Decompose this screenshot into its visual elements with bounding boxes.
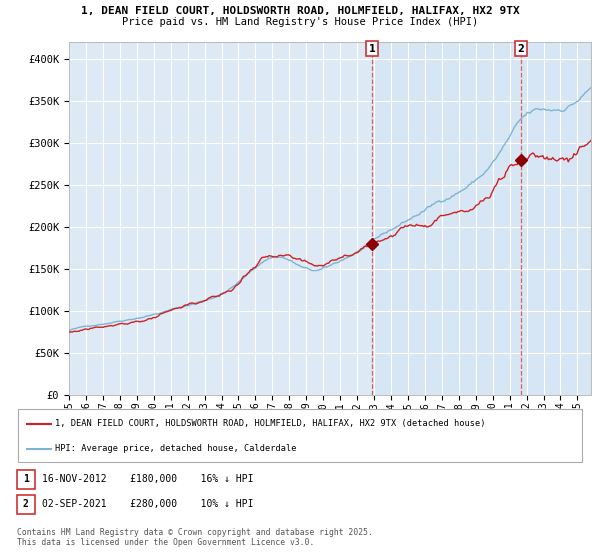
Text: 02-SEP-2021    £280,000    10% ↓ HPI: 02-SEP-2021 £280,000 10% ↓ HPI [42,499,254,509]
Text: Price paid vs. HM Land Registry's House Price Index (HPI): Price paid vs. HM Land Registry's House … [122,17,478,27]
Text: Contains HM Land Registry data © Crown copyright and database right 2025.
This d: Contains HM Land Registry data © Crown c… [17,528,373,548]
Bar [372,42,591,395]
Text: 16-NOV-2012    £180,000    16% ↓ HPI: 16-NOV-2012 £180,000 16% ↓ HPI [42,474,254,484]
Text: 1: 1 [368,44,376,54]
Text: 2: 2 [518,44,524,54]
Text: 1, DEAN FIELD COURT, HOLDSWORTH ROAD, HOLMFIELD, HALIFAX, HX2 9TX: 1, DEAN FIELD COURT, HOLDSWORTH ROAD, HO… [80,6,520,16]
Text: 1, DEAN FIELD COURT, HOLDSWORTH ROAD, HOLMFIELD, HALIFAX, HX2 9TX (detached hous: 1, DEAN FIELD COURT, HOLDSWORTH ROAD, HO… [55,419,486,428]
Text: HPI: Average price, detached house, Calderdale: HPI: Average price, detached house, Cald… [55,444,296,453]
Text: 2: 2 [23,499,29,509]
Text: 1: 1 [23,474,29,484]
